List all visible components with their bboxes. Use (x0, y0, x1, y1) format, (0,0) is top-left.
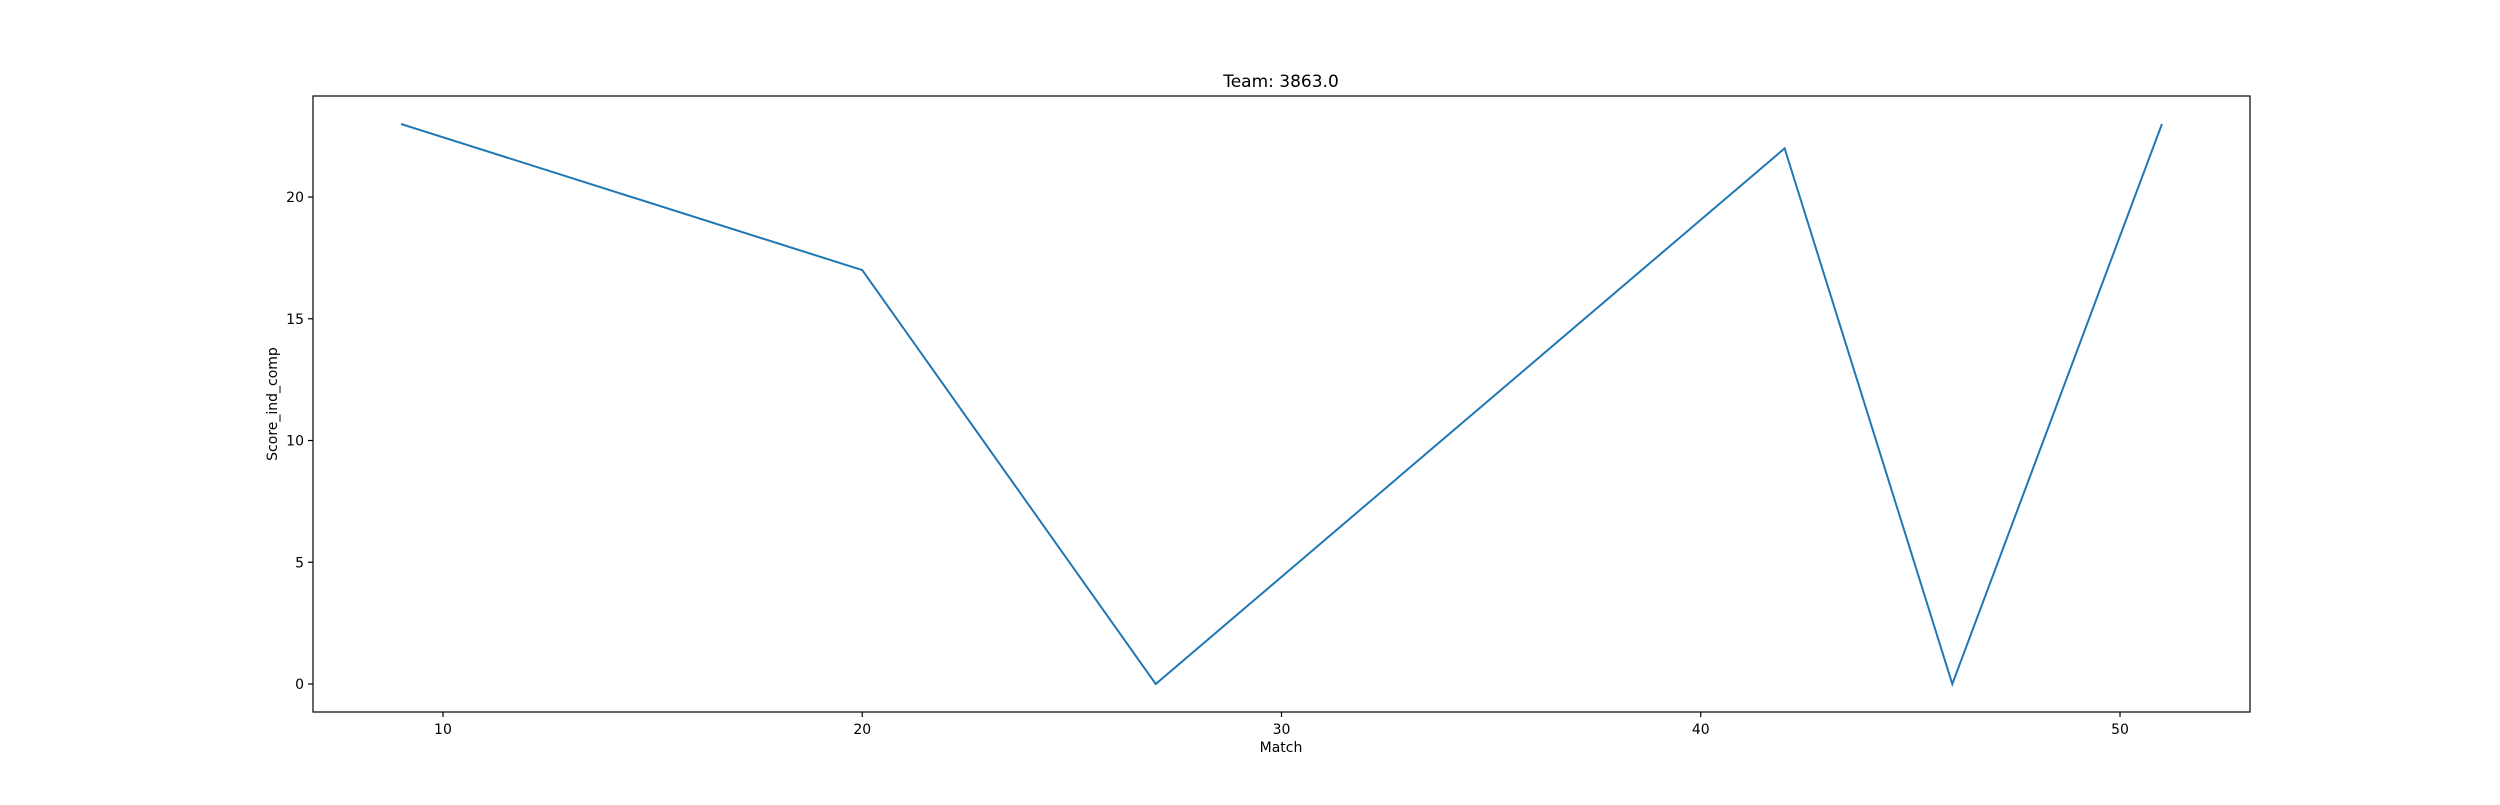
y-axis-ticks: 0 5 10 15 20 (286, 190, 313, 693)
x-axis-label: Match (1260, 740, 1303, 756)
x-tick-label: 20 (853, 722, 871, 738)
series-layer (400, 123, 2163, 688)
x-tick-label: 10 (434, 722, 452, 738)
plot-frame (312, 95, 2251, 713)
y-tick-label: 20 (286, 190, 304, 206)
y-tick-label: 15 (286, 312, 304, 328)
chart-title: Team: 3863.0 (1222, 72, 1339, 92)
y-axis-label: Score_ind_comp (265, 347, 281, 461)
x-tick-label: 40 (1692, 722, 1710, 738)
x-tick-label: 30 (1273, 722, 1291, 738)
y-tick-label: 5 (295, 555, 304, 571)
x-tick-label: 50 (2111, 722, 2129, 738)
y-tick-label: 10 (286, 434, 304, 450)
y-tick-label: 0 (295, 677, 304, 693)
x-axis-ticks: 10 20 30 40 50 (434, 712, 2129, 738)
series-line-1 (400, 123, 2163, 688)
